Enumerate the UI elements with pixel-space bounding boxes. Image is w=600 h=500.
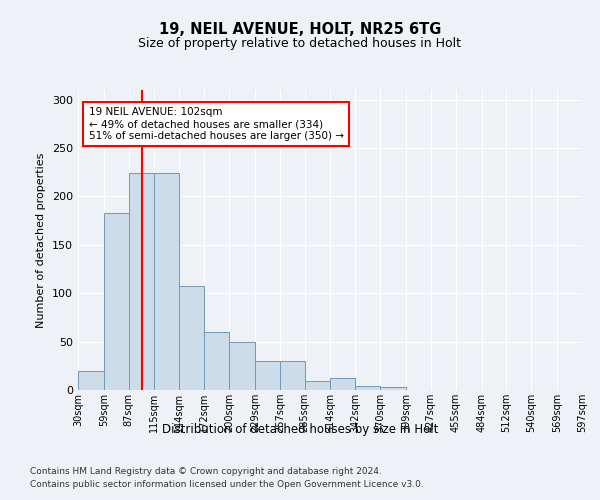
Text: Contains public sector information licensed under the Open Government Licence v3: Contains public sector information licen…: [30, 480, 424, 489]
Bar: [229, 342, 255, 390]
Text: Distribution of detached houses by size in Holt: Distribution of detached houses by size …: [162, 422, 438, 436]
Text: 19 NEIL AVENUE: 102sqm
← 49% of detached houses are smaller (334)
51% of semi-de: 19 NEIL AVENUE: 102sqm ← 49% of detached…: [89, 108, 344, 140]
Bar: [280, 361, 305, 390]
Bar: [331, 378, 355, 390]
Text: Contains HM Land Registry data © Crown copyright and database right 2024.: Contains HM Land Registry data © Crown c…: [30, 468, 382, 476]
Text: Size of property relative to detached houses in Holt: Size of property relative to detached ho…: [139, 38, 461, 51]
Bar: [204, 332, 229, 390]
Bar: [104, 213, 128, 390]
Bar: [305, 382, 331, 390]
Bar: [78, 370, 104, 390]
Bar: [255, 361, 280, 390]
Bar: [179, 286, 204, 390]
Text: 19, NEIL AVENUE, HOLT, NR25 6TG: 19, NEIL AVENUE, HOLT, NR25 6TG: [159, 22, 441, 38]
Y-axis label: Number of detached properties: Number of detached properties: [37, 152, 46, 328]
Bar: [154, 173, 179, 390]
Bar: [380, 387, 406, 390]
Bar: [128, 173, 154, 390]
Bar: [355, 386, 380, 390]
